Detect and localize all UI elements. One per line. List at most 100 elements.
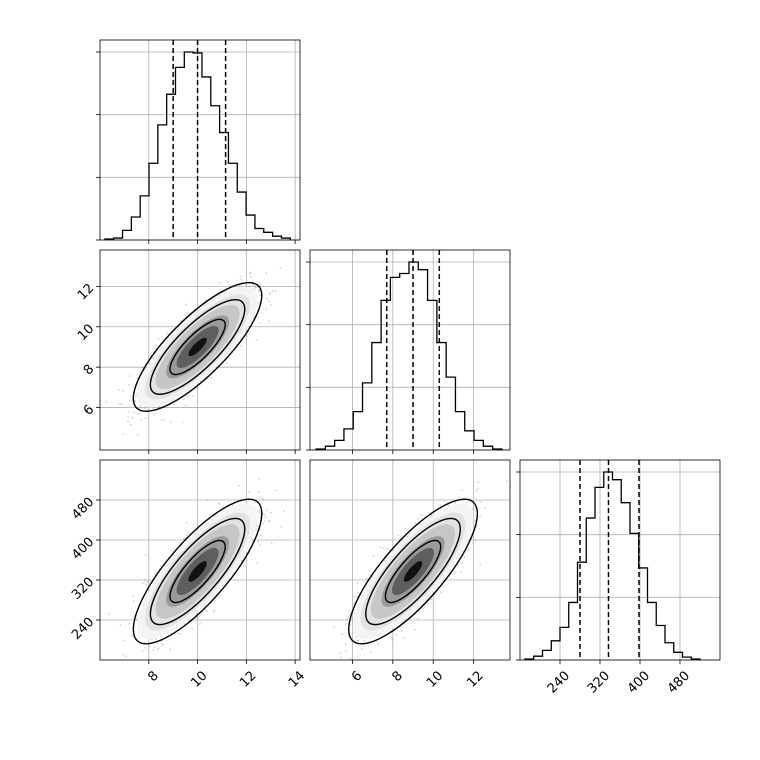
scatter-point xyxy=(253,315,255,318)
scatter-point xyxy=(259,294,261,297)
scatter-point xyxy=(166,332,168,335)
scatter-point xyxy=(467,549,470,551)
scatter-point xyxy=(403,637,406,640)
scatter-point xyxy=(129,399,132,402)
scatter-point xyxy=(401,621,404,623)
scatter-point xyxy=(130,635,133,638)
scatter-point xyxy=(225,362,228,364)
scatter-point xyxy=(479,514,482,517)
scatter-point xyxy=(474,519,476,522)
scatter-point xyxy=(255,339,258,341)
scatter-point xyxy=(127,420,129,423)
scatter-point xyxy=(333,626,335,628)
scatter-point xyxy=(135,395,138,398)
scatter-point xyxy=(119,624,122,627)
scatter-point xyxy=(472,536,475,539)
scatter-point xyxy=(157,647,160,650)
scatter-point xyxy=(373,555,375,557)
scatter-point xyxy=(258,510,261,513)
scatter-point xyxy=(395,633,398,636)
scatter-point xyxy=(108,613,110,615)
scatter-point xyxy=(345,623,347,626)
scatter-point xyxy=(136,618,138,621)
scatter-point xyxy=(163,419,166,421)
scatter-point xyxy=(264,516,267,519)
scatter-point xyxy=(161,644,164,647)
scatter-point xyxy=(420,514,423,517)
scatter-point xyxy=(152,407,155,410)
scatter-point xyxy=(132,411,135,414)
scatter-point xyxy=(258,491,260,493)
scatter-point xyxy=(160,419,163,421)
scatter-point xyxy=(454,502,456,504)
scatter-point xyxy=(129,423,132,426)
scatter-point xyxy=(142,582,145,584)
scatter-point xyxy=(139,405,142,407)
scatter-point xyxy=(268,320,270,322)
scatter-point xyxy=(141,366,144,369)
scatter-point xyxy=(475,489,478,492)
scatter-point xyxy=(152,649,154,652)
scatter-point xyxy=(382,547,385,549)
scatter-point xyxy=(265,297,268,300)
scatter-point xyxy=(270,511,273,514)
scatter-point xyxy=(183,537,186,540)
scatter-point xyxy=(262,498,264,501)
scatter-point xyxy=(265,308,267,310)
scatter-point xyxy=(422,607,425,610)
scatter-point xyxy=(122,433,125,435)
scatter-point xyxy=(169,400,172,403)
scatter-point xyxy=(252,284,254,287)
scatter-point xyxy=(379,546,382,549)
scatter-point xyxy=(352,602,355,605)
scatter-point xyxy=(280,525,283,528)
scatter-point xyxy=(131,416,134,419)
scatter-point xyxy=(339,652,342,654)
scatter-point xyxy=(205,610,208,613)
scatter-point xyxy=(341,633,343,636)
scatter-point xyxy=(357,591,360,594)
scatter-point xyxy=(269,303,272,306)
scatter-point xyxy=(153,646,156,649)
scatter-point xyxy=(349,613,351,616)
scatter-point xyxy=(268,520,271,523)
scatter-point xyxy=(474,507,477,510)
scatter-point xyxy=(154,344,157,346)
scatter-point xyxy=(269,292,272,294)
scatter-point xyxy=(477,481,480,484)
scatter-point xyxy=(345,618,348,621)
scatter-point xyxy=(141,650,144,653)
scatter-point xyxy=(138,413,140,416)
scatter-point xyxy=(259,284,262,287)
scatter-point xyxy=(187,532,190,535)
scatter-point xyxy=(123,639,126,642)
scatter-point xyxy=(439,504,442,507)
scatter-point xyxy=(475,539,477,542)
scatter-point xyxy=(157,648,159,651)
scatter-point xyxy=(132,615,135,618)
scatter-point xyxy=(352,595,355,598)
scatter-point xyxy=(250,275,253,278)
scatter-point xyxy=(414,628,416,631)
scatter-point xyxy=(479,501,482,503)
scatter-point xyxy=(199,622,201,625)
scatter-point xyxy=(132,595,135,598)
scatter-point xyxy=(159,565,162,567)
scatter-point xyxy=(430,598,433,601)
histogram-line-3 xyxy=(524,471,701,660)
scatter-point xyxy=(213,609,216,612)
scatter-point xyxy=(460,489,463,492)
scatter-point xyxy=(120,403,123,405)
contour-line xyxy=(132,281,263,413)
scatter-point xyxy=(472,541,474,544)
scatter-point xyxy=(465,501,468,504)
scatter-point xyxy=(505,480,508,483)
scatter-point xyxy=(226,281,229,283)
scatter-point xyxy=(363,640,365,642)
contour-line xyxy=(384,539,442,604)
scatter-point xyxy=(258,289,260,292)
scatter-point xyxy=(143,579,146,581)
scatter-point xyxy=(157,337,160,340)
scatter-point xyxy=(259,512,262,515)
scatter-point xyxy=(255,529,258,531)
